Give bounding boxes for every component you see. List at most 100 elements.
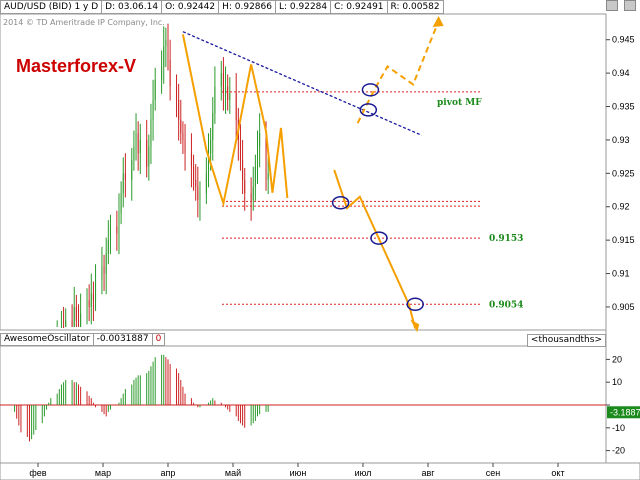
date-value: D: 03.06.14 bbox=[102, 0, 163, 14]
candle-body-78 bbox=[244, 180, 246, 194]
quote-header: AUD/USD (BID) 1 y D D: 03.06.14 O: 0.924… bbox=[0, 0, 444, 14]
candle-body-34 bbox=[116, 226, 118, 234]
candle-body-65 bbox=[207, 153, 209, 174]
marker-circle-1 bbox=[370, 231, 388, 245]
candle-body-68 bbox=[214, 86, 216, 114]
candle-body-60 bbox=[193, 166, 195, 181]
candle-body-40 bbox=[133, 146, 135, 160]
month-label-4: июн bbox=[290, 468, 307, 478]
candle-body-46 bbox=[150, 119, 152, 147]
chart-settings-icon[interactable] bbox=[606, 0, 618, 11]
month-label-1: мар bbox=[95, 468, 111, 478]
wave-pattern-line bbox=[181, 34, 289, 208]
candle-body-56 bbox=[180, 119, 182, 134]
candle-body-72 bbox=[227, 86, 229, 100]
candle-body-41 bbox=[135, 133, 137, 147]
price-tick-label-6: 0.935 bbox=[612, 102, 635, 112]
candle-body-25 bbox=[88, 300, 90, 307]
marker-circle-2 bbox=[406, 297, 424, 312]
candle-body-17 bbox=[63, 327, 65, 328]
candle-body-85 bbox=[267, 173, 269, 181]
level-label-4: 0.9054 bbox=[489, 300, 523, 310]
candle-body-45 bbox=[148, 146, 150, 167]
trend-line bbox=[182, 31, 422, 136]
candle-body-18 bbox=[65, 320, 67, 327]
candle-body-79 bbox=[250, 193, 252, 201]
marker-circle-0 bbox=[331, 195, 350, 210]
candle-body-69 bbox=[220, 73, 222, 87]
candle-body-48 bbox=[154, 79, 156, 100]
candle-body-59 bbox=[190, 153, 192, 167]
osc-tick-label-0: -20 bbox=[612, 446, 625, 456]
candle-body-51 bbox=[165, 39, 167, 47]
candle-body-36 bbox=[120, 193, 122, 214]
candle-body-82 bbox=[257, 146, 259, 167]
candle-body-61 bbox=[195, 180, 197, 187]
candle-body-58 bbox=[184, 139, 186, 154]
candle-body-28 bbox=[95, 280, 97, 301]
candle-body-32 bbox=[107, 240, 109, 254]
oscillator-value-tag-text: -3.1887 bbox=[610, 407, 640, 417]
candle-body-74 bbox=[235, 93, 237, 120]
candle-body-35 bbox=[118, 213, 120, 234]
chart-menu-icon[interactable] bbox=[624, 0, 636, 11]
candle-body-83 bbox=[259, 133, 261, 147]
candle-body-38 bbox=[124, 173, 126, 181]
price-tick-label-5: 0.93 bbox=[612, 135, 630, 145]
osc-tick-label-3: 10 bbox=[612, 377, 622, 387]
month-label-7: сен bbox=[486, 468, 501, 478]
pivot-label: pivot MF bbox=[437, 98, 482, 108]
month-label-6: авг bbox=[421, 468, 435, 478]
symbol-label[interactable]: AUD/USD (BID) 1 y D bbox=[0, 0, 103, 14]
candle-body-29 bbox=[101, 266, 103, 281]
candle-body-57 bbox=[182, 133, 184, 140]
month-label-8: окт bbox=[551, 468, 564, 478]
indicator-name[interactable]: AwesomeOscillator bbox=[0, 333, 94, 346]
price-tick-label-3: 0.92 bbox=[612, 202, 630, 212]
time-axis-frame bbox=[0, 462, 640, 480]
candle-body-54 bbox=[176, 86, 178, 100]
price-tick-label-4: 0.925 bbox=[612, 168, 635, 178]
candle-body-52 bbox=[167, 39, 169, 60]
candle-body-76 bbox=[239, 139, 241, 160]
price-tick-label-2: 0.915 bbox=[612, 235, 635, 245]
level-label-3: 0.9153 bbox=[489, 234, 523, 244]
candle-body-70 bbox=[222, 73, 224, 94]
close-value: C: 0.92491 bbox=[331, 0, 388, 14]
projection-up-arrowhead bbox=[432, 16, 444, 28]
month-label-2: апр bbox=[161, 468, 176, 478]
candle-body-16 bbox=[60, 327, 62, 328]
candle-body-84 bbox=[265, 133, 267, 181]
candle-body-42 bbox=[137, 133, 139, 154]
indicator-value: -0.0031887 bbox=[93, 333, 153, 346]
candle-body-47 bbox=[152, 99, 154, 120]
candle-body-27 bbox=[92, 293, 94, 301]
month-label-5: июл bbox=[355, 468, 372, 478]
month-label-0: фев bbox=[29, 468, 46, 478]
candle-body-80 bbox=[252, 186, 254, 201]
candle-body-26 bbox=[90, 293, 92, 307]
candle-body-37 bbox=[122, 173, 124, 194]
candle-body-20 bbox=[73, 306, 75, 327]
price-tick-label-1: 0.91 bbox=[612, 269, 630, 279]
indicator-units: <thousandths> bbox=[526, 334, 606, 347]
indicator-zero: 0 bbox=[152, 333, 166, 346]
candle-body-19 bbox=[71, 320, 73, 327]
candle-body-71 bbox=[225, 86, 227, 94]
indicator-header: AwesomeOscillator -0.0031887 0 bbox=[0, 333, 166, 346]
candle-body-49 bbox=[161, 66, 163, 80]
month-label-3: май bbox=[225, 468, 241, 478]
marker-circle-4 bbox=[359, 103, 378, 117]
candle-body-81 bbox=[254, 166, 256, 187]
candle-body-67 bbox=[212, 113, 214, 140]
candle-body-44 bbox=[146, 139, 148, 167]
candle-body-30 bbox=[103, 266, 105, 274]
marker-circle-3 bbox=[361, 83, 380, 97]
candle-body-55 bbox=[178, 99, 180, 120]
copyright-text: 2014 © TD Ameritrade IP Company, Inc. bbox=[3, 18, 165, 27]
oscillator-value-tag bbox=[607, 406, 640, 419]
projection-up-line bbox=[356, 20, 440, 124]
osc-tick-label-1: -10 bbox=[612, 423, 625, 433]
